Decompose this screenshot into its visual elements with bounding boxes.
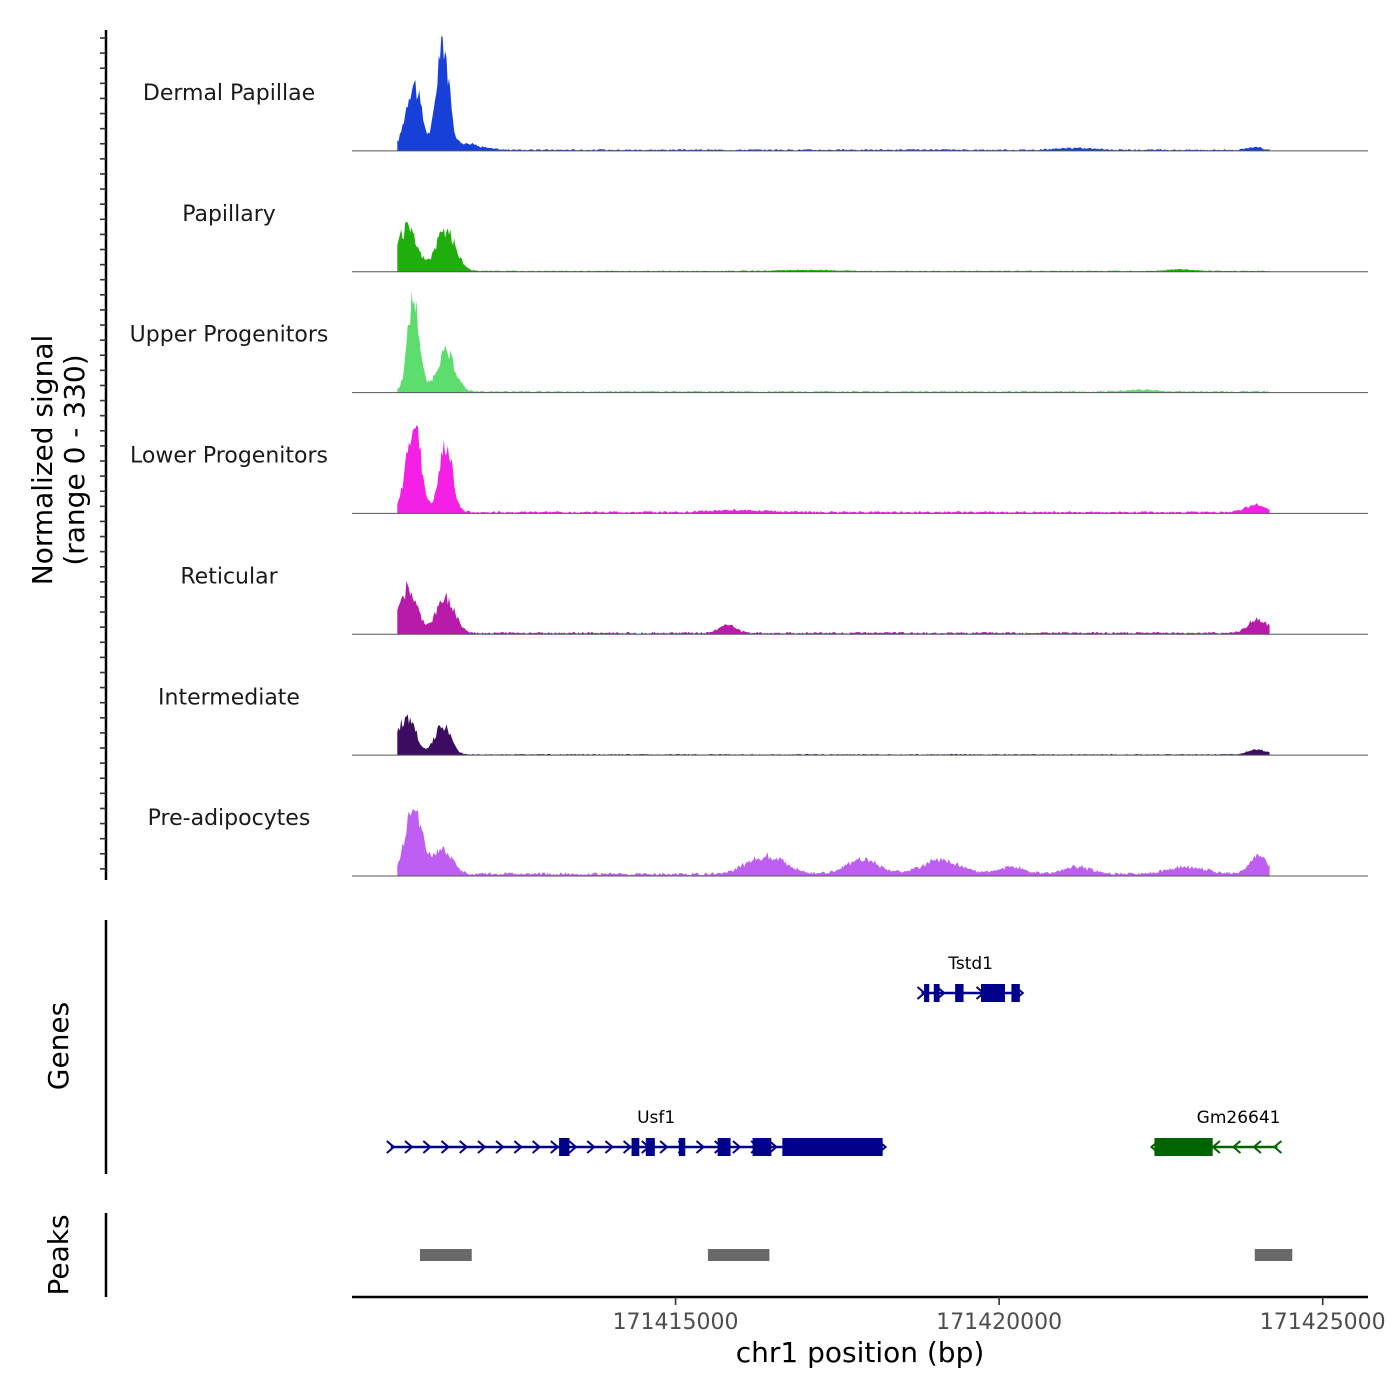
coverage-area	[397, 580, 1270, 635]
strand-chevron	[916, 986, 927, 1000]
gene-exon	[981, 984, 1005, 1002]
coverage-area	[397, 809, 1270, 876]
x-axis-title: chr1 position (bp)	[736, 1336, 985, 1369]
gene-label: Tstd1	[947, 954, 993, 974]
gene-exon	[752, 1138, 772, 1156]
gene-exon	[933, 984, 940, 1002]
strand-chevron	[604, 1140, 614, 1154]
peak-track	[104, 1213, 1293, 1297]
strand-chevron	[568, 1140, 578, 1154]
gene-gm26641: Gm26641	[1149, 1108, 1283, 1156]
strand-chevron	[422, 1140, 432, 1154]
gene-label: Usf1	[637, 1108, 675, 1128]
strand-chevron	[586, 1140, 596, 1154]
gene-label: Gm26641	[1197, 1108, 1281, 1128]
gene-exon	[631, 1138, 640, 1156]
track-label: Lower Progenitors	[130, 444, 328, 469]
strand-chevron	[477, 1140, 487, 1154]
track-label: Pre-adipocytes	[148, 806, 311, 831]
x-axis: 171415000 171420000 171425000	[352, 1295, 1386, 1335]
peaks-axis-title: Peaks	[42, 1214, 75, 1295]
coverage-area	[397, 291, 1270, 393]
peak-region	[707, 1249, 770, 1261]
y-axis-title-line1: Normalized signal	[26, 335, 59, 586]
y-axis-title-line2: (range 0 - 330)	[58, 354, 91, 565]
strand-chevron	[659, 1140, 669, 1154]
track-label: Dermal Papillae	[143, 81, 315, 106]
gene-exon	[1011, 984, 1020, 1002]
gene-exon	[1154, 1138, 1213, 1156]
track-label: Reticular	[180, 564, 278, 589]
track-papillary: Papillary	[182, 202, 1368, 273]
track-intermediate: Intermediate	[158, 685, 1368, 756]
x-tick-label: 171420000	[936, 1310, 1062, 1335]
coverage-area	[397, 221, 1270, 272]
gene-exon	[955, 984, 964, 1002]
gene-annotation-track: Tstd1 Usf1 Gm26641	[104, 920, 1283, 1174]
strand-chevron	[404, 1140, 414, 1154]
strand-chevron	[695, 1140, 706, 1154]
strand-chevron	[531, 1140, 542, 1154]
gene-exon	[717, 1138, 731, 1156]
track-pre-adipocytes: Pre-adipocytes	[148, 806, 1368, 877]
gene-usf1: Usf1	[386, 1108, 888, 1156]
gene-exon	[924, 984, 930, 1002]
gene-exon	[782, 1138, 883, 1156]
strand-chevron	[732, 1140, 742, 1154]
track-reticular: Reticular	[180, 564, 1368, 635]
x-tick-label: 171425000	[1260, 1310, 1386, 1335]
track-upper-progenitors: Upper Progenitors	[130, 291, 1368, 394]
x-tick-label: 171415000	[613, 1310, 739, 1335]
strand-chevron	[1252, 1140, 1262, 1154]
track-lower-progenitors: Lower Progenitors	[130, 425, 1368, 514]
gene-exon	[559, 1138, 570, 1156]
strand-chevron	[440, 1140, 451, 1154]
gene-exon	[678, 1138, 686, 1156]
strand-chevron	[550, 1140, 560, 1154]
track-label: Intermediate	[158, 685, 300, 710]
y-axis-ticks	[100, 30, 108, 880]
strand-chevron	[1272, 1140, 1283, 1154]
track-dermal-papillae: Dermal Papillae	[143, 36, 1368, 152]
coverage-area	[397, 425, 1270, 514]
strand-chevron	[622, 1140, 633, 1154]
strand-chevron	[495, 1140, 505, 1154]
strand-chevron	[1231, 1140, 1242, 1154]
peak-region	[1254, 1249, 1293, 1261]
coverage-area	[397, 36, 1270, 151]
peak-region	[419, 1249, 472, 1261]
track-label: Upper Progenitors	[130, 323, 329, 348]
gene-tstd1: Tstd1	[916, 954, 1025, 1002]
genes-axis-title: Genes	[42, 1002, 75, 1090]
coverage-tracks: Dermal Papillae Papillary Upper Progenitor…	[130, 36, 1368, 877]
coverage-area	[397, 714, 1270, 756]
track-label: Papillary	[182, 202, 276, 227]
strand-chevron	[1211, 1140, 1221, 1154]
strand-chevron	[459, 1140, 469, 1154]
strand-chevron	[768, 1140, 778, 1154]
strand-chevron	[513, 1140, 523, 1154]
strand-chevron	[386, 1140, 396, 1154]
gene-exon	[645, 1138, 655, 1156]
